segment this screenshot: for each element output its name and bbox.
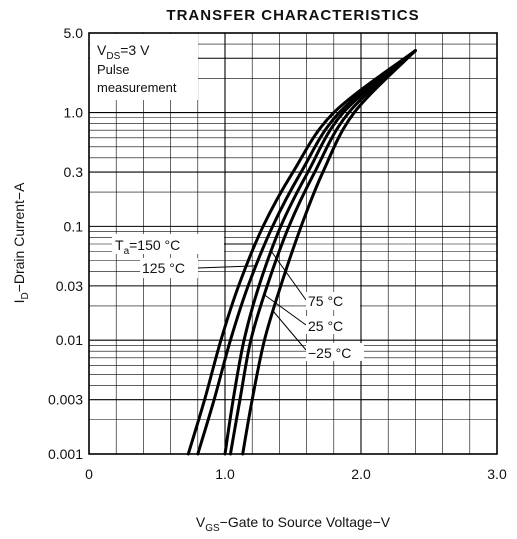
tm25-label-bg [306, 343, 364, 361]
y-tick-label: 0.003 [48, 392, 83, 408]
y-tick-label: 1.0 [64, 105, 84, 121]
x-axis-title: VGS−Gate to Source Voltage−V [196, 514, 391, 534]
conditions-box [90, 34, 198, 100]
label-leaders [197, 243, 307, 351]
leader-line [271, 251, 307, 301]
label-minus-25: −25 °C [308, 345, 351, 361]
leader-line [264, 294, 307, 326]
label-ta-150: Ta=150 °C [115, 237, 180, 257]
conditions-vds: VDS=3 V [97, 42, 150, 62]
label-125: 125 °C [142, 260, 185, 276]
y-tick-label: 0.1 [64, 218, 84, 234]
chart-title: TRANSFER CHARACTERISTICS [166, 7, 419, 24]
y-tick-label: 0.3 [64, 164, 84, 180]
y-axis-title: ID−Drain Current−A [11, 182, 31, 304]
y-tick-label: 5.0 [64, 25, 84, 41]
y-tick-label: 0.01 [56, 332, 83, 348]
curve-series-1 [196, 49, 417, 456]
x-tick-label: 3.0 [487, 466, 507, 482]
t25-label-bg [306, 316, 356, 334]
curve-series-2 [223, 49, 417, 456]
label-25: 25 °C [308, 318, 343, 334]
y-tick-label: 0.03 [56, 278, 83, 294]
curves [186, 49, 417, 456]
y-tick-labels: 5.0 1.0 0.3 0.1 0.03 0.01 0.003 0.001 [48, 25, 83, 462]
t75-label-bg [306, 292, 360, 310]
plot-frame [88, 32, 498, 455]
x-tick-labels: 0 1.0 2.0 3.0 [85, 466, 507, 482]
curve-series-4 [241, 49, 417, 456]
y-tick-label: 0.001 [48, 446, 83, 462]
x-tick-label: 0 [85, 466, 93, 482]
curve-series-3 [228, 49, 417, 456]
x-tick-label: 2.0 [351, 466, 371, 482]
ta150-label-bg [112, 234, 224, 254]
t125-label-bg [140, 258, 198, 278]
leader-line [197, 265, 257, 269]
curve-series-0 [186, 49, 417, 456]
x-tick-label: 1.0 [215, 466, 235, 482]
grid-lines [89, 33, 497, 454]
conditions-measurement: measurement [97, 80, 177, 95]
label-75: 75 °C [308, 293, 343, 309]
leader-line [272, 310, 307, 351]
conditions-pulse: Pulse [97, 62, 130, 77]
